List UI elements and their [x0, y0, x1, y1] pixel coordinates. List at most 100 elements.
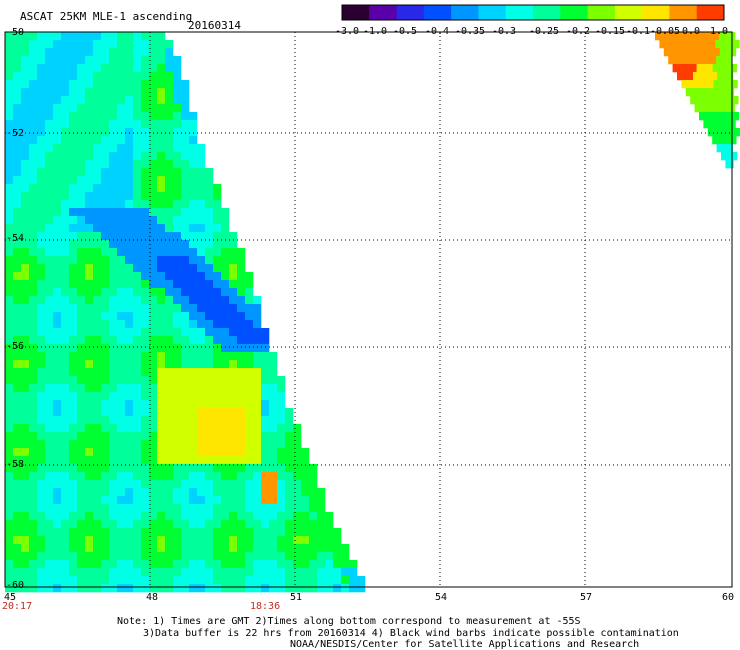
data-cell: [13, 120, 22, 129]
data-cell: [213, 184, 222, 193]
data-cell: [85, 240, 94, 249]
data-cell: [253, 368, 262, 377]
data-cell: [237, 360, 246, 369]
data-cell: [133, 120, 142, 129]
data-cell: [309, 512, 318, 521]
data-cell: [157, 168, 166, 177]
data-cell: [712, 64, 721, 73]
data-cell: [189, 512, 198, 521]
data-cell: [45, 256, 54, 265]
data-cell: [109, 464, 118, 473]
data-cell: [53, 464, 62, 473]
data-cell: [85, 576, 94, 585]
data-cell: [253, 416, 262, 425]
data-cell: [29, 568, 38, 577]
data-cell: [29, 264, 38, 273]
data-cell: [229, 480, 238, 489]
data-cell: [245, 424, 254, 433]
data-cell: [85, 104, 94, 113]
data-cell: [715, 112, 724, 121]
data-cell: [213, 320, 222, 329]
data-cell: [173, 496, 182, 505]
data-cell: [197, 240, 206, 249]
data-cell: [61, 424, 70, 433]
data-cell: [125, 112, 134, 121]
data-cell: [13, 224, 22, 233]
data-cell: [29, 496, 38, 505]
data-cell: [45, 120, 54, 129]
data-cell: [141, 416, 150, 425]
data-cell: [77, 440, 86, 449]
data-cell: [85, 344, 94, 353]
data-cell: [117, 248, 126, 257]
data-cell: [5, 72, 14, 81]
time-label: 20:17: [2, 601, 33, 612]
data-cell: [5, 64, 14, 73]
data-cell: [197, 448, 206, 457]
data-cell: [85, 112, 94, 121]
data-cell: [37, 432, 46, 441]
data-cell: [117, 440, 126, 449]
data-cell: [45, 464, 54, 473]
data-cell: [101, 440, 110, 449]
data-cell: [269, 392, 278, 401]
data-cell: [341, 576, 350, 585]
data-cell: [93, 240, 102, 249]
data-cell: [61, 448, 70, 457]
data-cell: [53, 88, 62, 97]
data-cell: [5, 160, 14, 169]
data-cell: [85, 120, 94, 129]
data-cell: [181, 80, 190, 89]
data-cell: [109, 88, 118, 97]
data-cell: [61, 288, 70, 297]
data-cell: [221, 448, 230, 457]
data-cell: [45, 496, 54, 505]
data-cell: [277, 456, 286, 465]
data-cell: [157, 336, 166, 345]
data-cell: [157, 360, 166, 369]
data-cell: [157, 264, 166, 273]
data-cell: [213, 240, 222, 249]
data-cell: [181, 248, 190, 257]
data-cell: [293, 504, 302, 513]
data-cell: [117, 576, 126, 585]
data-cell: [101, 528, 110, 537]
data-cell: [93, 568, 102, 577]
data-cell: [181, 344, 190, 353]
data-cell: [61, 136, 70, 145]
data-cell: [253, 328, 262, 337]
data-cell: [189, 352, 198, 361]
data-cell: [221, 528, 230, 537]
data-cell: [13, 536, 22, 545]
data-cell: [61, 352, 70, 361]
data-cell: [189, 424, 198, 433]
data-cell: [117, 136, 126, 145]
data-cell: [37, 56, 46, 65]
data-cell: [101, 568, 110, 577]
data-cell: [687, 48, 697, 57]
data-cell: [149, 584, 158, 593]
data-cell: [29, 240, 38, 249]
data-cell: [61, 320, 70, 329]
data-cell: [117, 256, 126, 265]
data-cell: [189, 152, 198, 161]
data-cell: [53, 64, 62, 73]
data-cell: [69, 368, 78, 377]
data-cell: [109, 168, 118, 177]
data-cell: [53, 576, 62, 585]
data-cell: [13, 168, 22, 177]
data-cell: [93, 352, 102, 361]
data-cell: [157, 112, 166, 121]
data-cell: [117, 296, 126, 305]
data-cell: [37, 112, 46, 121]
data-cell: [141, 360, 150, 369]
data-cell: [253, 456, 262, 465]
data-cell: [293, 424, 302, 433]
data-cell: [253, 376, 262, 385]
data-cell: [133, 32, 142, 41]
data-cell: [133, 584, 142, 593]
data-cell: [333, 568, 342, 577]
data-cell: [213, 480, 222, 489]
data-cell: [189, 224, 198, 233]
data-cell: [101, 272, 110, 281]
